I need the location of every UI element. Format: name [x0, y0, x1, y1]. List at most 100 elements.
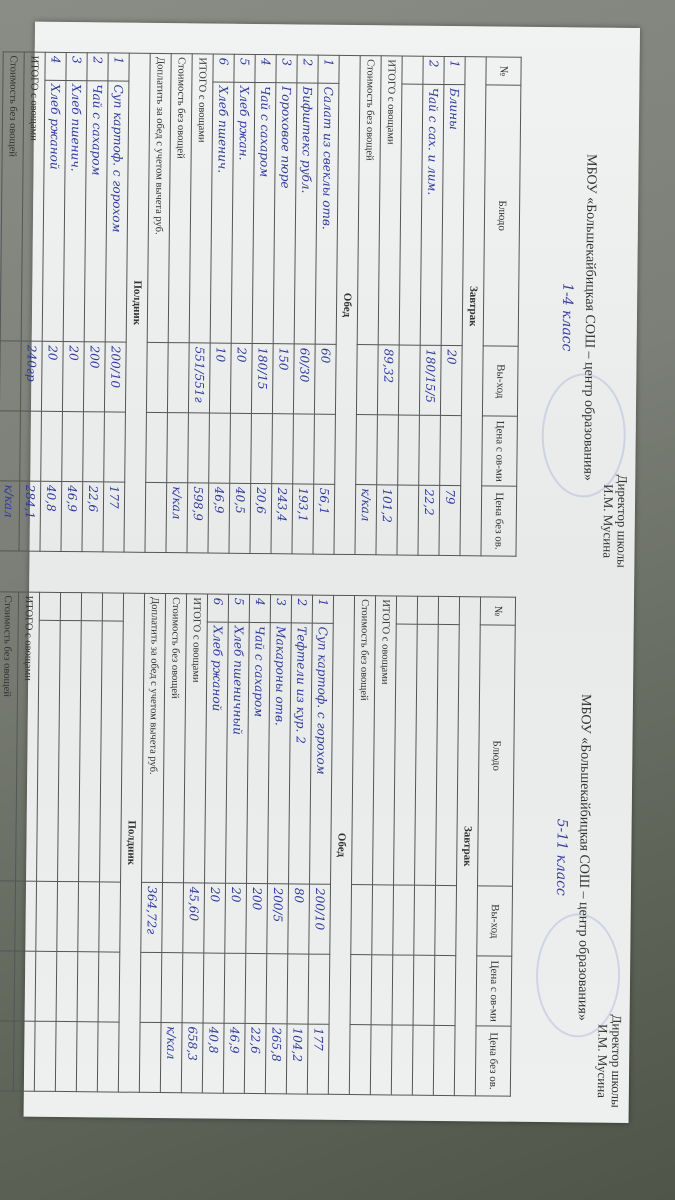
dish-name: Гороховое пюре	[273, 82, 297, 345]
menu-form-5-11: Директор школы И.М. Мусина МБОУ «Большека…	[0, 591, 634, 1118]
dish-name: Суп картоф. с горохом	[309, 623, 334, 885]
col-number: №	[480, 596, 516, 626]
item-number: 2	[422, 56, 445, 85]
price-without-veg: 22,6	[81, 481, 104, 552]
empty-cell	[161, 952, 183, 1023]
item-number: 5	[228, 594, 250, 623]
price-with-veg	[266, 953, 288, 1024]
total-price: к/кал	[165, 482, 188, 553]
empty-cell	[19, 411, 42, 482]
dish-name: Чай с сахаром	[246, 622, 271, 884]
empty-cell	[145, 412, 168, 483]
dish-name: Чай с сах. и лим.	[420, 84, 444, 346]
row-label: Стоимость без овощей	[351, 595, 376, 886]
price-with-veg	[61, 411, 84, 482]
item-number: 3	[275, 54, 298, 83]
total-price: 101,2	[375, 484, 398, 555]
item-number: 2	[291, 594, 313, 624]
portion-output: 20	[230, 343, 253, 414]
portion-output: 200	[245, 883, 268, 954]
dish-name: Хлеб пшенич.	[63, 80, 87, 342]
price-with-veg	[208, 413, 231, 484]
price-without-veg: 22,6	[244, 1023, 267, 1094]
dish-name: Салат из свеклы отв.	[315, 83, 339, 345]
total-price	[349, 1024, 372, 1095]
price-without-veg: 22,2	[417, 485, 440, 556]
total-price: 598,9	[186, 482, 209, 554]
total-output	[371, 885, 394, 956]
row-label: ИТОГО с овощами	[183, 593, 208, 884]
item-number: 6	[207, 594, 229, 623]
price-with-veg	[203, 953, 225, 1024]
price-with-veg	[224, 953, 246, 1024]
item-number: 4	[254, 54, 277, 83]
item-number	[438, 596, 460, 625]
row-label: Стоимость без овощей	[168, 53, 193, 344]
item-number: 4	[44, 52, 67, 81]
item-number	[81, 592, 103, 621]
total-output: 89,32	[377, 345, 400, 416]
price-without-veg: 193,1	[291, 483, 314, 555]
organization-name: МБОУ «Большекайбицкая СОШ – центр образо…	[574, 693, 594, 1021]
portion-output: 80	[287, 884, 310, 955]
price-with-veg	[245, 953, 267, 1024]
dish-name: Бифштекс рубл.	[294, 82, 318, 345]
dish-name	[99, 620, 124, 883]
dish-name	[36, 620, 61, 882]
empty-cell	[376, 415, 399, 486]
empty-cell	[166, 412, 189, 483]
dish-name: Блины	[441, 84, 465, 346]
empty-cell	[14, 951, 36, 1022]
row-label: Стоимость без овощей	[357, 55, 382, 346]
empty-cell	[350, 954, 372, 1025]
price-without-veg: 265,8	[265, 1023, 288, 1094]
dish-name: Тефтели из кур. 2	[288, 622, 313, 885]
price-without-veg: 40,8	[39, 481, 62, 552]
portion-output: 20	[62, 341, 85, 412]
price-with-veg	[82, 411, 105, 482]
price-without-veg: 46,9	[223, 1023, 246, 1094]
total-output	[0, 881, 16, 952]
dish-name	[78, 620, 103, 883]
dish-name	[435, 624, 460, 886]
portion-output: 10	[209, 343, 232, 414]
portion-output: 200/10	[308, 884, 331, 955]
price-without-veg: 20,6	[249, 483, 272, 554]
organization-name: МБОУ «Большекайбицкая СОШ – центр образо…	[580, 153, 599, 482]
total-price	[370, 1024, 393, 1095]
menu-table: № Блюдо Вы-ход Цена с ов-ми Цена без ов. Зав…	[0, 51, 522, 557]
price-without-veg: 177	[307, 1024, 330, 1095]
empty-cell	[140, 952, 162, 1023]
price-without-veg: 104,2	[286, 1023, 309, 1095]
portion-output: 150	[272, 343, 295, 415]
portion-output	[35, 881, 58, 952]
dish-name: Чай с сахаром	[252, 82, 276, 344]
dish-name: Чай с сахаром	[84, 80, 108, 343]
menu-form-1-4: Директор школы И.М. Мусина МБОУ «Большека…	[0, 51, 639, 578]
form-header: Директор школы И.М. Мусина МБОУ «Большека…	[511, 597, 634, 1118]
empty-cell	[371, 954, 393, 1026]
total-price: 284,1	[18, 481, 41, 552]
portion-output: 200/5	[266, 883, 289, 955]
price-with-veg	[98, 952, 120, 1023]
price-with-veg	[292, 414, 315, 485]
col-output: Вы-ход	[482, 346, 519, 417]
col-price-without-veg: Цена без ов.	[475, 1025, 512, 1097]
item-number	[39, 592, 61, 621]
price-with-veg	[40, 411, 63, 482]
total-price	[139, 1022, 162, 1093]
col-output: Вы-ход	[476, 886, 513, 957]
price-without-veg	[97, 1021, 120, 1093]
price-with-veg	[439, 415, 462, 486]
approval-block: Директор школы И.М. Мусина	[595, 1014, 625, 1108]
portion-output	[77, 881, 100, 953]
dish-name	[414, 624, 439, 886]
approval-block: Директор школы И.М. Мусина	[600, 474, 630, 568]
portion-output	[434, 885, 457, 956]
row-label: Доплатить за обед с учетом вычета руб.	[147, 53, 172, 343]
dish-name: Хлеб ржаной	[42, 80, 66, 342]
price-without-veg	[76, 1021, 99, 1092]
portion-output: 180/15	[251, 343, 274, 414]
item-number: 2	[296, 54, 319, 84]
price-with-veg	[229, 413, 252, 484]
